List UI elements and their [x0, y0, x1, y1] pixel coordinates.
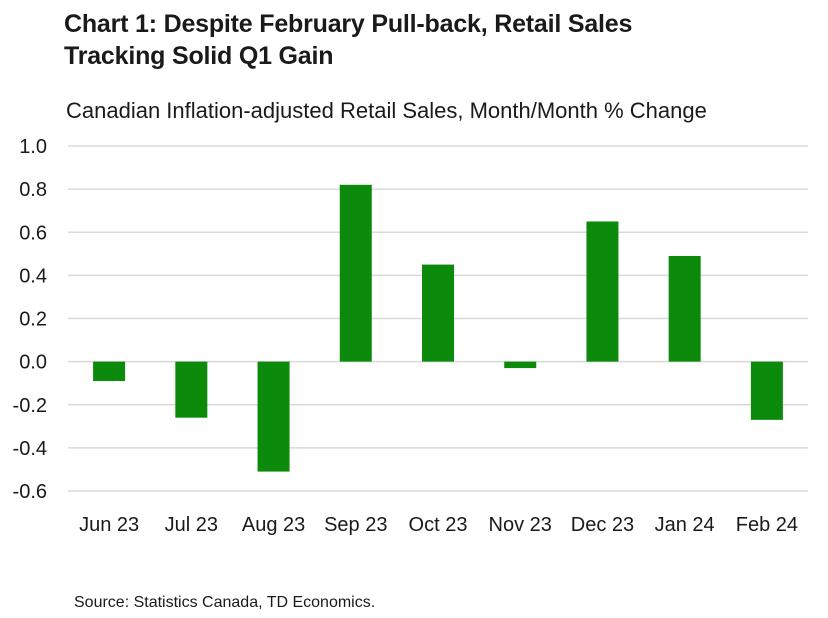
source-note: Source: Statistics Canada, TD Economics.	[74, 594, 376, 611]
y-tick-label: 1.0	[19, 136, 47, 158]
x-tick-label: Jan 24	[655, 514, 715, 536]
x-tick-label: Jun 23	[79, 514, 139, 536]
chart-title-line-2: Tracking Solid Q1 Gain	[64, 42, 334, 70]
y-tick-label: 0.4	[19, 265, 47, 287]
bar-aug-23	[257, 361, 290, 472]
bar-dec-23	[586, 221, 619, 362]
x-axis-tick-labels: Jun 23 Jul 23 Aug 23 Sep 23 Oct 23 Nov 23 Dec …	[79, 514, 798, 536]
x-tick-label: Oct 23	[409, 514, 468, 536]
x-tick-label: Dec 23	[571, 514, 634, 536]
bar-sep-23	[339, 184, 372, 362]
x-tick-label: Jul 23	[165, 514, 218, 536]
x-tick-label: Aug 23	[242, 514, 305, 536]
y-tick-label: -0.4	[13, 438, 47, 460]
bar-jul-23	[175, 361, 208, 418]
bar-nov-23	[504, 361, 537, 369]
y-tick-label: 0.2	[19, 309, 47, 331]
y-axis-tick-labels: 1.0 0.8 0.6 0.4 0.2 0.0 -0.2 -0.4 -0.6	[13, 136, 47, 503]
bar-jun-23	[93, 361, 126, 382]
chart-subtitle: Canadian Inflation-adjusted Retail Sales…	[66, 98, 707, 123]
bar-jan-24	[668, 255, 701, 362]
x-tick-label: Nov 23	[489, 514, 552, 536]
chart-title: Chart 1: Despite February Pull-back, Ret…	[64, 8, 804, 72]
x-tick-label: Feb 24	[736, 514, 798, 536]
x-tick-label: Sep 23	[324, 514, 387, 536]
chart-title-line-1: Chart 1: Despite February Pull-back, Ret…	[64, 10, 633, 38]
bars	[93, 184, 783, 472]
y-tick-label: 0.6	[19, 222, 47, 244]
bar-feb-24	[750, 361, 783, 420]
y-tick-label: 0.0	[19, 352, 47, 374]
y-tick-label: -0.2	[13, 395, 47, 417]
y-tick-label: -0.6	[13, 481, 47, 503]
y-tick-label: 0.8	[19, 179, 47, 201]
bar-oct-23	[422, 264, 454, 362]
